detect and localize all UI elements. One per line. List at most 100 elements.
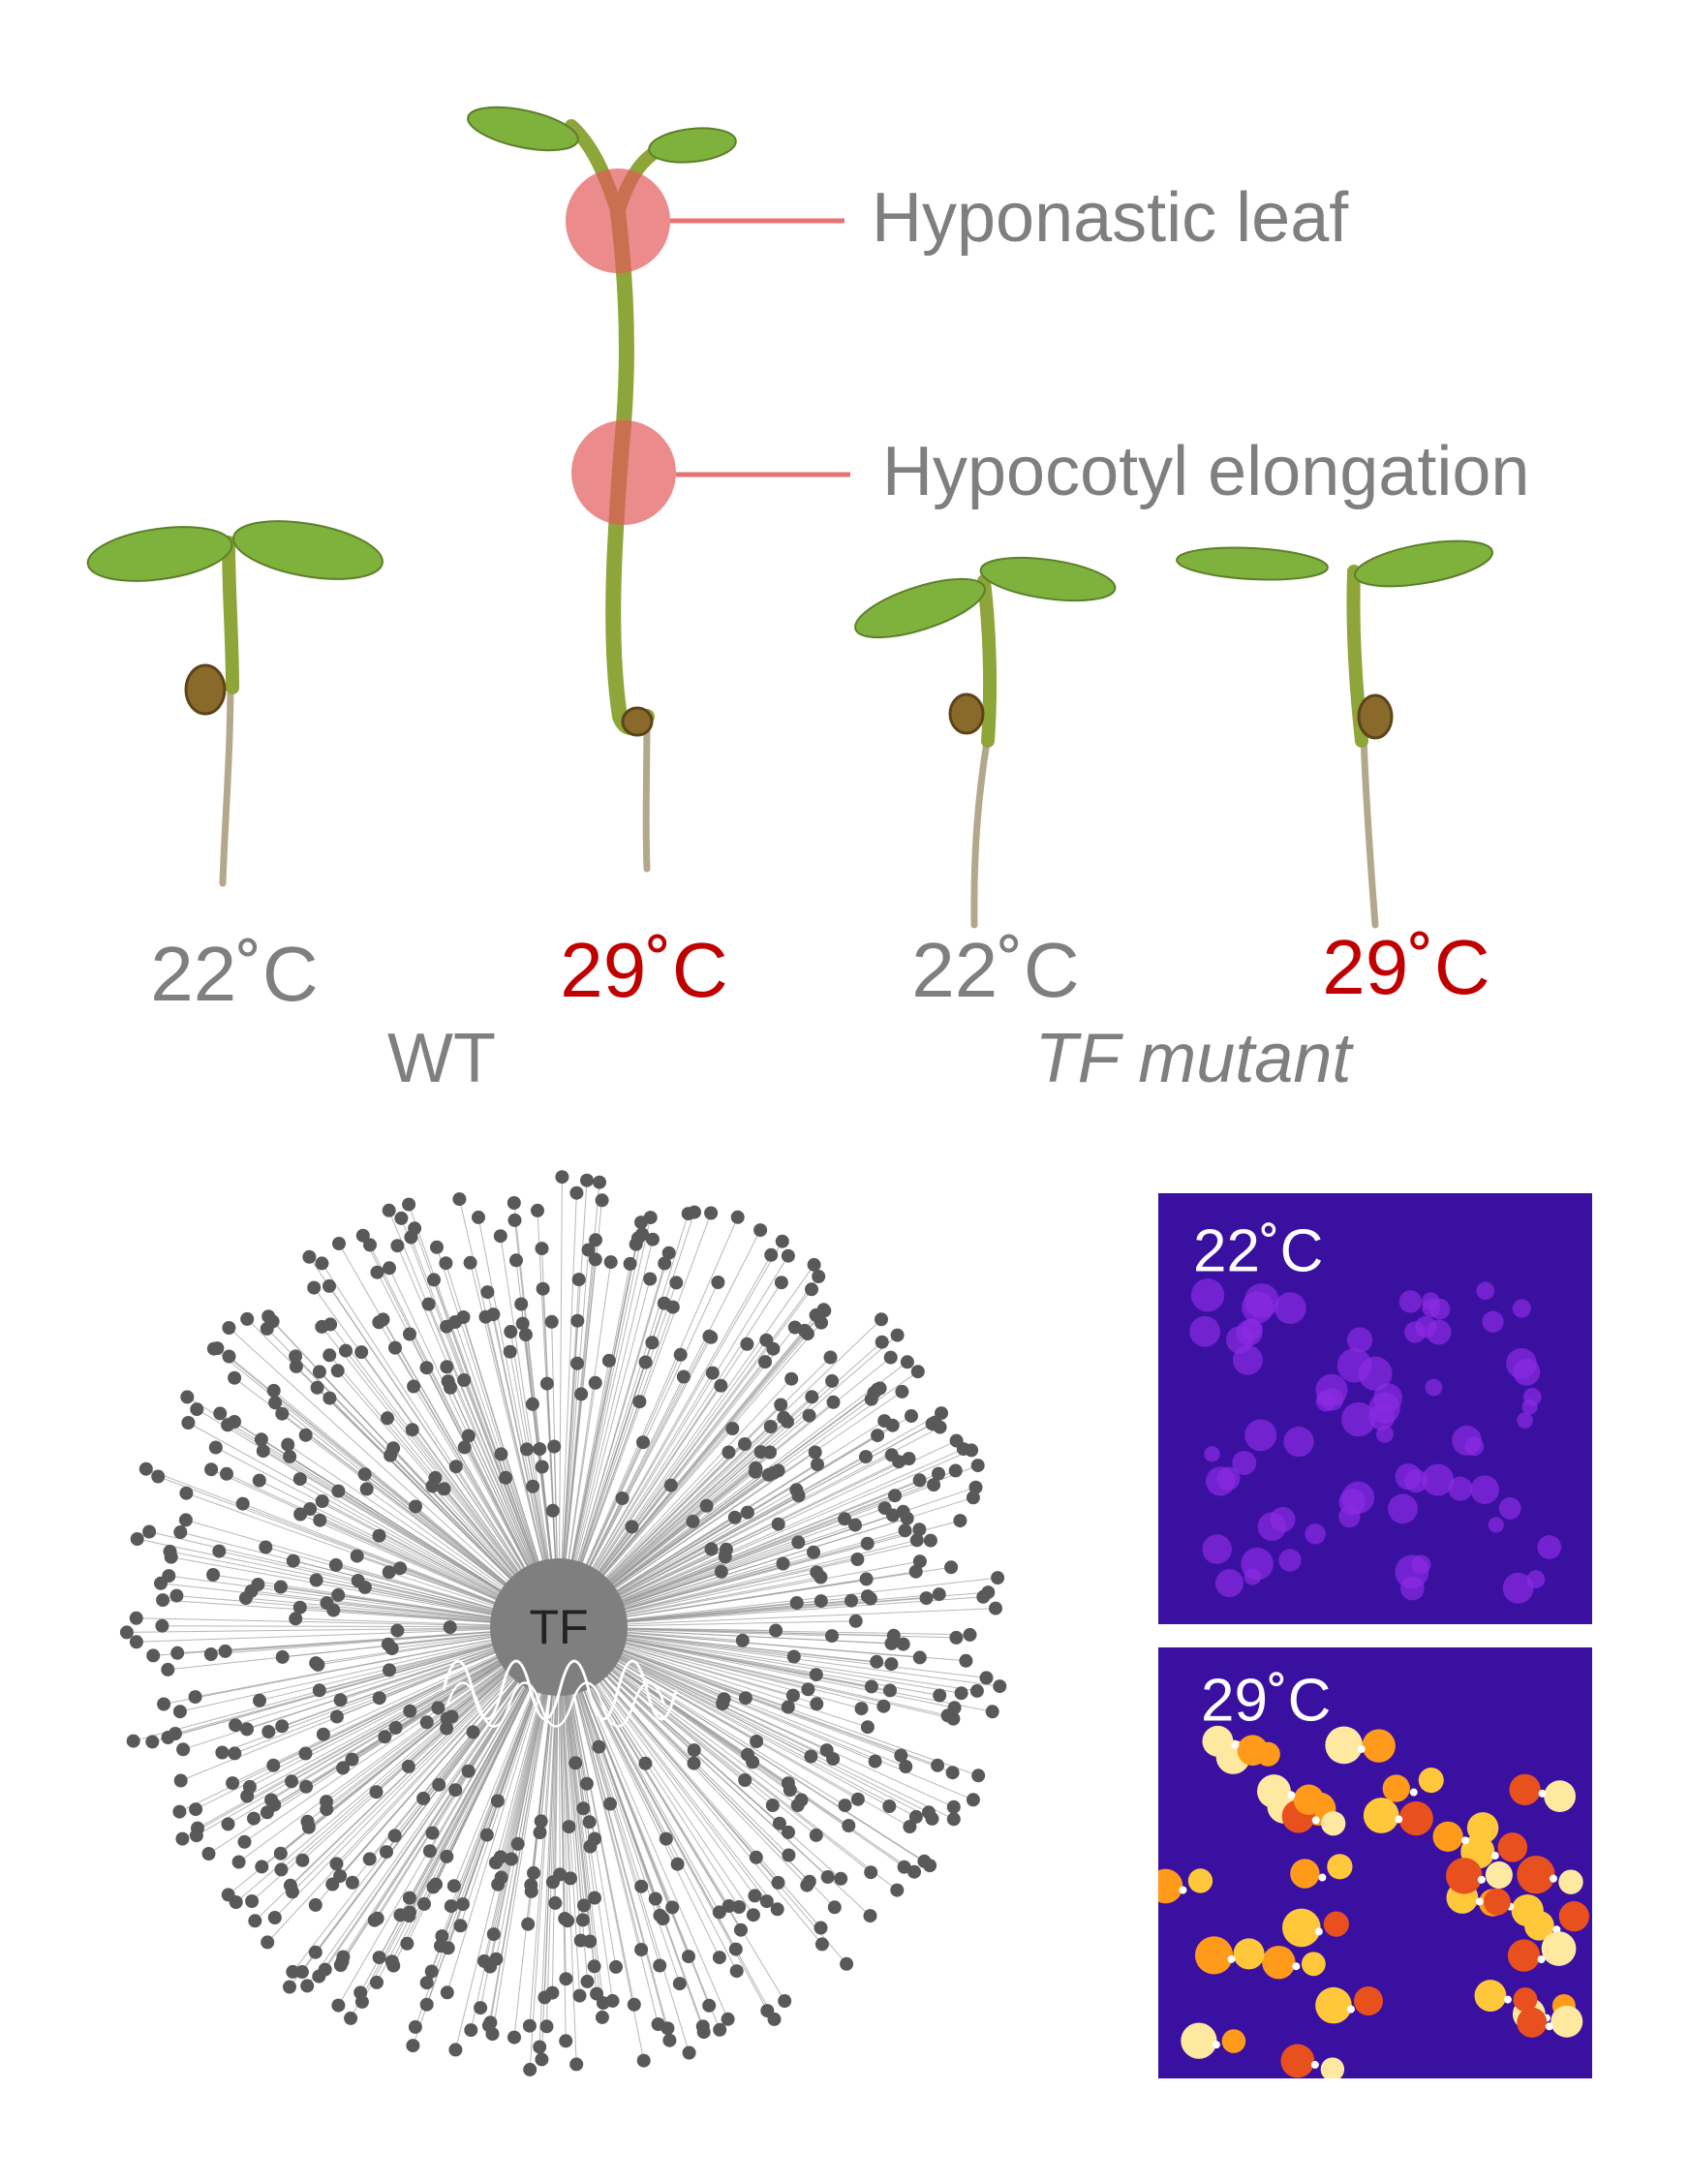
node	[885, 1637, 899, 1650]
node	[738, 1773, 752, 1787]
node	[486, 1307, 500, 1321]
node	[283, 1981, 296, 1994]
node	[588, 1832, 601, 1846]
node	[268, 1911, 282, 1924]
node	[346, 1876, 359, 1890]
node	[763, 1446, 777, 1460]
node	[913, 1650, 927, 1664]
node	[326, 1604, 340, 1617]
node	[533, 2041, 546, 2054]
node	[666, 1301, 680, 1314]
node	[769, 1624, 783, 1638]
node	[409, 1500, 422, 1514]
node	[309, 1898, 322, 1912]
node	[206, 1568, 220, 1582]
node	[849, 1615, 863, 1628]
blob	[1446, 1858, 1483, 1894]
node	[597, 1996, 610, 2010]
node	[223, 1350, 236, 1364]
node	[420, 1998, 434, 2012]
node	[772, 1876, 785, 1890]
node	[226, 1776, 239, 1790]
node	[289, 1349, 302, 1363]
node	[935, 1406, 948, 1420]
blob	[1482, 1311, 1503, 1333]
node	[827, 1396, 841, 1409]
node	[909, 1565, 923, 1579]
node	[964, 1628, 977, 1642]
node	[331, 1364, 345, 1377]
blob	[1399, 1801, 1433, 1835]
node	[422, 1298, 436, 1311]
node	[139, 1462, 153, 1476]
node	[580, 1174, 594, 1187]
blob	[1258, 1512, 1287, 1541]
node	[991, 1571, 1004, 1584]
node	[776, 1235, 789, 1248]
blob	[1559, 1901, 1589, 1931]
node	[191, 1822, 204, 1835]
blob	[1362, 1729, 1395, 1762]
node	[457, 1373, 471, 1387]
node	[782, 1701, 795, 1714]
node	[330, 1857, 344, 1870]
node	[677, 1370, 691, 1384]
node	[888, 1489, 902, 1502]
node	[596, 1193, 609, 1207]
node	[931, 1759, 944, 1772]
node	[808, 1258, 821, 1272]
node	[406, 2039, 419, 2052]
node	[728, 1511, 742, 1524]
node	[739, 1691, 752, 1705]
blob	[1312, 1816, 1320, 1824]
node	[423, 1844, 437, 1858]
node	[883, 1683, 897, 1697]
blob	[1244, 1283, 1279, 1318]
node	[750, 1851, 763, 1864]
node	[339, 1344, 353, 1358]
node	[574, 1387, 588, 1400]
node	[864, 1865, 877, 1879]
node	[775, 1276, 788, 1289]
node	[322, 1279, 336, 1293]
node	[156, 1593, 169, 1607]
node	[520, 1442, 534, 1456]
node	[875, 1312, 888, 1326]
node	[400, 1937, 414, 1951]
node	[175, 1832, 189, 1846]
node	[772, 1518, 785, 1531]
node	[516, 1317, 530, 1331]
node	[390, 1624, 404, 1638]
node	[456, 1897, 470, 1911]
node	[955, 1686, 968, 1700]
node	[408, 1221, 421, 1235]
node	[420, 1361, 434, 1374]
node	[719, 1550, 732, 1563]
node	[861, 1720, 875, 1734]
node	[220, 1467, 233, 1481]
node	[274, 1847, 288, 1861]
node	[783, 1783, 797, 1797]
node	[173, 1705, 187, 1718]
blob	[1290, 1859, 1319, 1888]
node	[750, 1462, 763, 1476]
node	[429, 1878, 443, 1892]
node	[574, 1934, 588, 1948]
node	[559, 2034, 572, 2047]
node	[494, 1850, 507, 1863]
node	[824, 1351, 838, 1365]
node	[245, 1584, 259, 1598]
node	[293, 1508, 307, 1522]
node	[448, 2043, 462, 2056]
node	[547, 1440, 561, 1454]
node	[778, 1994, 791, 2008]
node	[189, 1802, 202, 1816]
blob	[1324, 1912, 1349, 1937]
node	[870, 1655, 883, 1669]
node	[181, 1416, 195, 1430]
highlight-circle	[566, 169, 670, 273]
blob	[1539, 1790, 1547, 1798]
node	[431, 1701, 445, 1714]
blob	[1537, 1535, 1561, 1559]
